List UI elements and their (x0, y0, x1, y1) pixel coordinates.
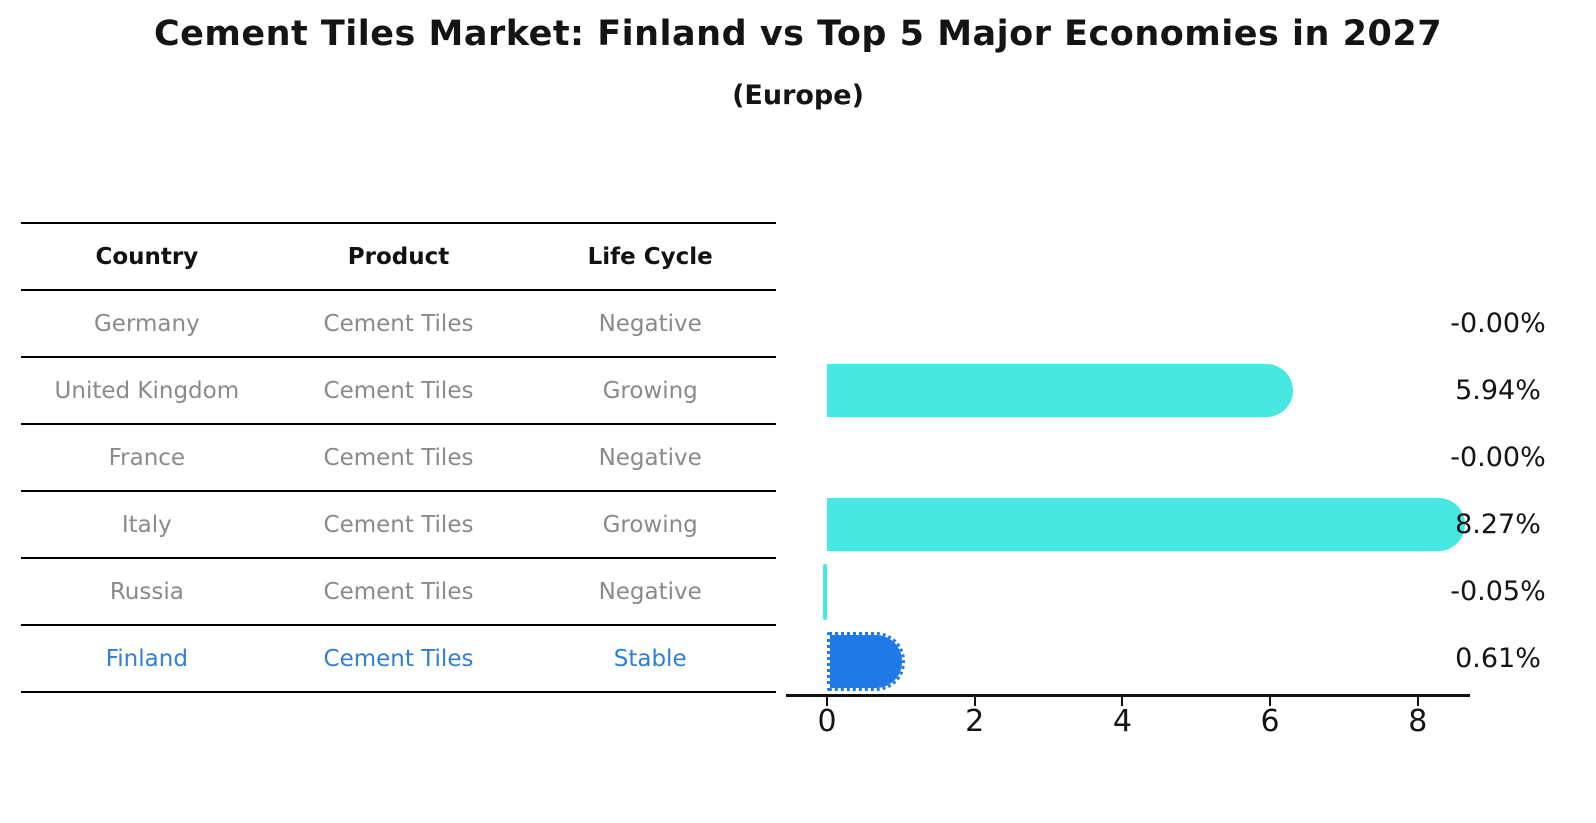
cell-product: Cement Tiles (323, 511, 474, 538)
x-tick-mark (1269, 697, 1272, 706)
bar-italy (827, 498, 1465, 551)
column-header: Country (95, 243, 199, 270)
table-row: Russia Cement Tiles Negative (21, 559, 776, 626)
bar-finland (827, 632, 906, 691)
table-row: Finland Cement Tiles Stable (21, 626, 776, 693)
cell-life-cycle: Negative (598, 444, 702, 471)
cell-product: Cement Tiles (323, 645, 474, 672)
column-header: Life Cycle (587, 243, 713, 270)
x-tick-label: 8 (1408, 704, 1428, 739)
cell-country: United Kingdom (54, 377, 240, 404)
chart-title: Cement Tiles Market: Finland vs Top 5 Ma… (153, 14, 1443, 54)
bar-russia (823, 563, 827, 620)
x-tick-mark (826, 697, 828, 706)
x-tick-label: 6 (1260, 704, 1280, 739)
x-tick-mark (1416, 697, 1419, 706)
value-label: -0.05% (1450, 575, 1546, 607)
cell-life-cycle: Stable (613, 645, 687, 672)
x-axis (786, 694, 1470, 697)
cell-country: Italy (121, 511, 172, 538)
value-label: -0.00% (1450, 307, 1546, 339)
cell-life-cycle: Negative (598, 310, 702, 337)
cell-country: Finland (105, 645, 188, 672)
cell-product: Cement Tiles (323, 578, 474, 605)
chart-subtitle: (Europe) (732, 80, 864, 111)
value-label: 5.94% (1455, 374, 1541, 406)
value-label: 8.27% (1455, 508, 1541, 540)
comparison-table: Country Product Life Cycle Germany Cement Ti… (21, 222, 776, 693)
x-tick-label: 2 (965, 704, 985, 739)
table-row: Germany Cement Tiles Negative (21, 291, 776, 358)
value-label: 0.61% (1455, 642, 1541, 674)
cell-life-cycle: Growing (602, 511, 698, 538)
x-tick-label: 0 (817, 704, 837, 739)
cell-country: Russia (109, 578, 184, 605)
cell-life-cycle: Growing (602, 377, 698, 404)
value-label: -0.00% (1450, 441, 1546, 473)
cell-product: Cement Tiles (323, 310, 474, 337)
cell-country: Germany (93, 310, 200, 337)
column-header: Product (347, 243, 450, 270)
cell-product: Cement Tiles (323, 444, 474, 471)
table-row: Italy Cement Tiles Growing (21, 492, 776, 559)
table-row: France Cement Tiles Negative (21, 425, 776, 492)
table-row: United Kingdom Cement Tiles Growing (21, 358, 776, 425)
x-tick-label: 4 (1112, 704, 1132, 739)
table-header-row: Country Product Life Cycle (21, 224, 776, 291)
x-tick-mark (1121, 697, 1124, 706)
cell-product: Cement Tiles (323, 377, 474, 404)
x-tick-mark (973, 697, 976, 706)
cell-life-cycle: Negative (598, 578, 702, 605)
cell-country: France (108, 444, 186, 471)
bar-united-kingdom (827, 364, 1293, 417)
